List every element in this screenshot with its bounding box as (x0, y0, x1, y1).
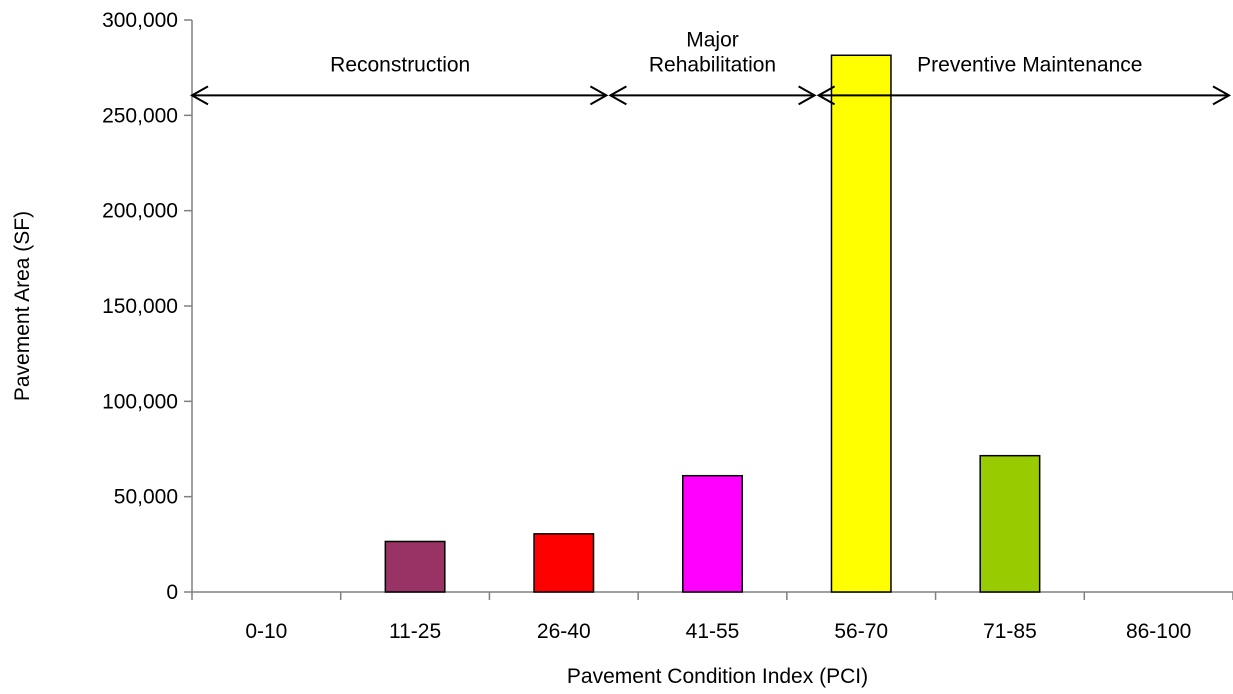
y-axis-title: Pavement Area (SF) (11, 211, 34, 401)
x-tick-label: 0-10 (245, 620, 287, 643)
x-tick-label: 86-100 (1126, 620, 1191, 643)
x-tick-label: 41-55 (686, 620, 740, 643)
zone-annotation (189, 85, 609, 106)
y-tick-label: 0 (166, 581, 178, 604)
x-tick-label: 71-85 (983, 620, 1037, 643)
arrow-head (798, 85, 817, 106)
y-tick-label: 250,000 (102, 104, 178, 127)
bar-41-55 (682, 474, 743, 593)
arrow-head (816, 85, 836, 106)
x-tick-label: 56-70 (834, 620, 888, 643)
zone-label: Rehabilitation (649, 53, 776, 76)
bar-71-85 (979, 454, 1041, 593)
y-tick-label: 50,000 (114, 486, 178, 509)
y-tick-label: 150,000 (102, 295, 178, 318)
zone-label: Reconstruction (330, 53, 470, 76)
arrow-head (589, 85, 609, 106)
arrow-head (189, 85, 209, 106)
y-tick-label: 200,000 (102, 200, 178, 223)
y-tick-label: 300,000 (102, 9, 178, 32)
arrow-head (1212, 85, 1232, 106)
zone-label: Preventive Maintenance (917, 53, 1142, 76)
y-tick-label: 100,000 (102, 390, 178, 413)
zone-annotation (608, 85, 817, 106)
arrow-head (608, 85, 627, 106)
x-tick-label: 26-40 (537, 620, 591, 643)
x-axis-title: Pavement Condition Index (PCI) (567, 665, 868, 688)
zone-annotation (816, 85, 1232, 106)
bar-11-25 (384, 540, 446, 593)
plot-area: 0 50,000 100,000 150,000 200,000 250,000 300,0… (11, 9, 1233, 688)
x-tick-label: 11-25 (389, 620, 441, 643)
zone-label: Major (686, 28, 739, 51)
bar-26-40 (533, 533, 595, 593)
bar-56-70 (830, 54, 892, 593)
